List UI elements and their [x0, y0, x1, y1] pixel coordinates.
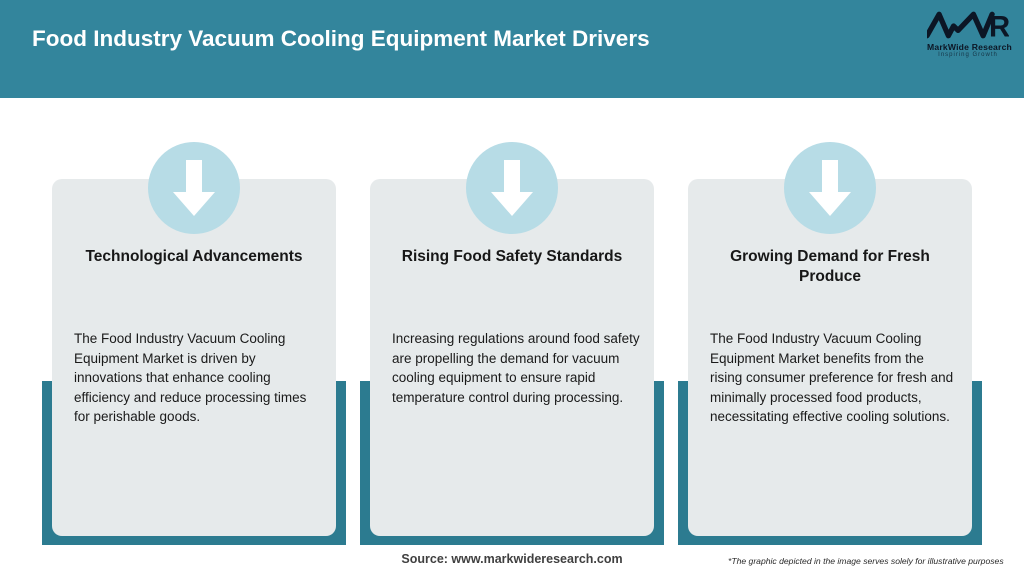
- svg-text:R: R: [989, 11, 1009, 41]
